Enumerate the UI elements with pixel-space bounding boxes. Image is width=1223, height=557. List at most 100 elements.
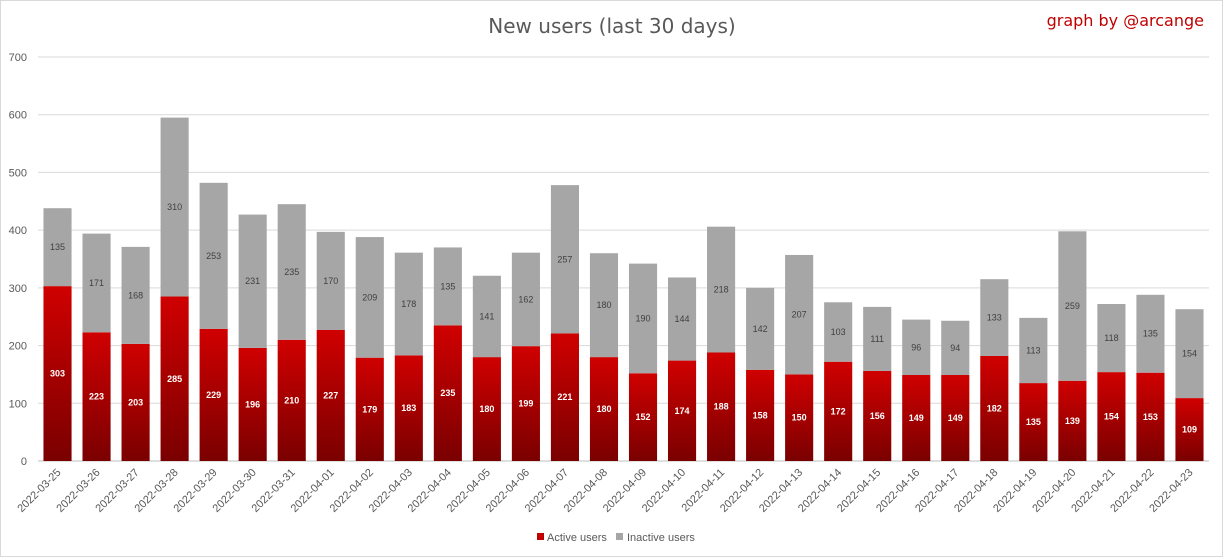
y-tick-label: 100	[9, 398, 27, 410]
data-label-inactive: 180	[596, 300, 611, 310]
data-label-inactive: 259	[1065, 301, 1080, 311]
data-label-active: 139	[1065, 416, 1080, 426]
bar-active-users	[355, 357, 384, 461]
data-label-active: 223	[89, 392, 104, 402]
bar-inactive-users	[1175, 309, 1204, 399]
bar-inactive-users	[941, 320, 970, 376]
data-label-active: 210	[284, 395, 299, 405]
bar-active-users	[824, 361, 853, 461]
data-label-inactive: 209	[362, 292, 377, 302]
data-label-inactive: 135	[50, 242, 65, 252]
bar-active-users	[707, 352, 736, 461]
data-label-active: 203	[128, 397, 143, 407]
bar-active-users	[1058, 380, 1087, 461]
bar-inactive-users	[785, 254, 814, 375]
bar-inactive-users	[160, 117, 189, 297]
data-label-inactive: 144	[675, 314, 690, 324]
y-tick-label: 0	[21, 456, 27, 468]
x-axis-ticks: 2022-03-252022-03-262022-03-272022-03-28…	[15, 467, 1195, 515]
data-label-active: 109	[1182, 425, 1197, 435]
data-label-active: 180	[479, 404, 494, 414]
bar-active-users	[785, 374, 814, 461]
data-label-active: 158	[753, 410, 768, 420]
data-label-inactive: 118	[1104, 333, 1118, 343]
bar-inactive-users	[511, 252, 540, 347]
data-label-active: 150	[792, 413, 807, 423]
data-label-active: 199	[518, 399, 533, 409]
bar-inactive-users	[1019, 317, 1048, 384]
bar-inactive-users	[902, 319, 931, 376]
data-label-inactive: 96	[911, 342, 921, 352]
data-label-active: 182	[987, 403, 1002, 413]
data-label-inactive: 253	[206, 251, 221, 261]
data-label-inactive: 111	[870, 334, 884, 344]
chart-credit: graph by @arcange	[1047, 11, 1204, 30]
bar-inactive-users	[277, 204, 306, 340]
data-label-inactive: 171	[89, 278, 104, 288]
bar-active-users	[43, 286, 72, 461]
legend-swatch-inactive	[616, 533, 623, 540]
data-label-inactive: 113	[1026, 345, 1040, 355]
data-label-inactive: 231	[245, 276, 260, 286]
data-label-active: 183	[401, 403, 416, 413]
bar-active-users	[863, 370, 892, 461]
data-label-active: 174	[675, 406, 690, 416]
bar-inactive-users	[355, 237, 384, 358]
bars: 303 135 223 171 203 168 285 310 229 253 196 231 210 2…	[43, 117, 1204, 461]
y-tick-label: 500	[9, 167, 27, 179]
data-label-active: 235	[440, 388, 455, 398]
data-label-active: 135	[1026, 417, 1041, 427]
data-label-active: 180	[596, 404, 611, 414]
data-label-active: 149	[909, 413, 924, 423]
bar-inactive-users	[472, 275, 501, 358]
data-label-active: 196	[245, 399, 260, 409]
bar-inactive-users	[394, 252, 423, 356]
data-label-inactive: 103	[831, 327, 846, 337]
data-label-active: 152	[636, 412, 651, 422]
data-label-active: 221	[557, 392, 572, 402]
bar-inactive-users	[1058, 231, 1087, 381]
bar-inactive-users	[1136, 294, 1165, 373]
y-tick-label: 300	[9, 283, 27, 295]
bar-active-users	[433, 325, 462, 461]
data-label-active: 188	[714, 402, 729, 412]
data-label-inactive: 94	[950, 343, 960, 353]
bar-active-users	[472, 357, 501, 461]
bar-inactive-users	[43, 208, 72, 287]
bar-inactive-users	[589, 253, 619, 358]
bar-inactive-users	[628, 263, 658, 374]
bar-active-users	[82, 332, 111, 461]
bar-active-users	[511, 346, 540, 461]
data-label-active: 179	[362, 404, 377, 414]
bar-active-users	[941, 375, 970, 461]
bar-active-users	[589, 357, 619, 461]
bar-inactive-users	[863, 306, 892, 371]
bar-active-users	[1136, 372, 1165, 461]
data-label-inactive: 168	[128, 290, 143, 300]
bar-active-users	[902, 375, 931, 461]
data-label-inactive: 154	[1182, 349, 1197, 359]
bar-active-users	[746, 369, 775, 461]
bar-inactive-users	[82, 233, 111, 333]
data-label-inactive: 142	[753, 324, 768, 334]
bar-active-users	[394, 355, 423, 461]
bar-inactive-users	[707, 226, 736, 353]
bar-active-users	[1097, 372, 1126, 461]
data-label-inactive: 162	[518, 294, 533, 304]
bar-active-users	[1175, 398, 1204, 461]
data-label-inactive: 178	[401, 299, 416, 309]
data-label-inactive: 257	[557, 254, 572, 264]
data-label-active: 285	[167, 374, 182, 384]
bar-active-users	[160, 296, 189, 461]
legend-label-active: Active users	[547, 532, 607, 544]
data-label-active: 303	[50, 369, 65, 379]
gridlines	[38, 56, 1209, 462]
y-tick-label: 700	[9, 52, 27, 64]
data-label-inactive: 310	[167, 202, 182, 212]
bar-active-users	[1019, 383, 1048, 461]
data-label-inactive: 170	[323, 276, 338, 286]
y-axis-ticks: 0 100 200 300 400 500 600 700	[9, 52, 27, 468]
data-label-active: 172	[831, 406, 846, 416]
